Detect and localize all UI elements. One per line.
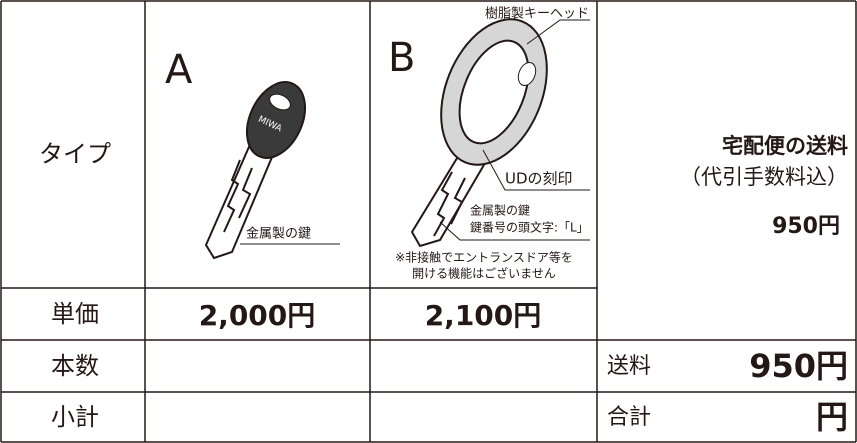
shipping-subtitle: （代引手数料込） xyxy=(680,165,848,189)
note: 開ける機能はございません xyxy=(412,266,556,281)
shipping-title: 宅配便の送料 xyxy=(722,134,848,158)
shipping-price: 950円 xyxy=(772,214,840,239)
row-label: 小計 xyxy=(51,403,99,431)
key-number-label: 鍵番号の頭文字:「L」 xyxy=(470,220,589,235)
price: 2,000円 xyxy=(199,299,316,332)
row-label: タイプ xyxy=(39,140,111,168)
fee-label: 送料 xyxy=(607,354,651,379)
total: 円 xyxy=(816,398,848,436)
row-label: 本数 xyxy=(51,352,99,380)
total-label: 合計 xyxy=(607,405,651,430)
type-letter: B xyxy=(388,35,415,81)
head-label: 樹脂製キーヘッド xyxy=(485,7,589,22)
key-label: 金属製の鍵 xyxy=(470,203,530,218)
type-letter: A xyxy=(165,47,193,93)
key-label: 金属製の鍵 xyxy=(246,226,311,242)
key-a-illustration: MIWA xyxy=(204,81,340,260)
row-label: 単価 xyxy=(51,300,99,328)
key-b-illustration xyxy=(410,18,590,248)
note: ※非接触でエントランスドア等を xyxy=(395,250,573,265)
price: 2,100円 xyxy=(425,299,542,332)
fee: 950円 xyxy=(749,347,848,385)
engraving-label: UDの刻印 xyxy=(505,170,573,188)
